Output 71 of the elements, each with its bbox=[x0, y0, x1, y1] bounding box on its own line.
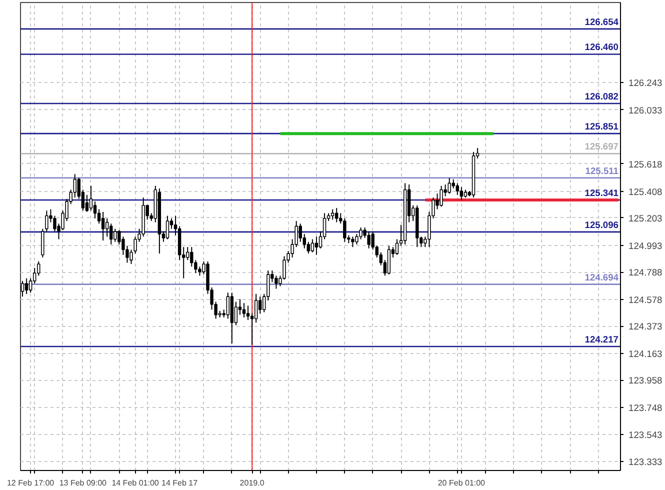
y-tick-label: 123.958 bbox=[628, 376, 662, 386]
candlestick bbox=[24, 278, 28, 294]
candlestick bbox=[226, 292, 230, 320]
ref-line-label: 124.694 bbox=[584, 272, 620, 282]
x-tick-label: 14 Feb 17 bbox=[162, 478, 198, 488]
candlestick bbox=[254, 293, 258, 324]
candlestick bbox=[190, 246, 194, 268]
y-tick-label: 124.993 bbox=[628, 240, 662, 251]
candlestick bbox=[130, 249, 133, 264]
candlestick bbox=[114, 228, 117, 242]
x-tick-label: 14 Feb 01:00 bbox=[112, 478, 160, 488]
candlestick bbox=[395, 238, 399, 256]
candlestick bbox=[89, 185, 93, 212]
x-tick-label: 13 Feb 09:00 bbox=[59, 478, 108, 488]
y-tick-label: 124.373 bbox=[628, 322, 662, 332]
y-tick-label: 124.788 bbox=[628, 268, 662, 278]
candlestick bbox=[166, 215, 170, 240]
candlestick bbox=[198, 266, 202, 276]
candlestick bbox=[73, 174, 76, 198]
y-tick-label: 126.033 bbox=[628, 105, 662, 116]
candlestick bbox=[85, 194, 89, 212]
candlestick bbox=[367, 230, 370, 249]
candlestick bbox=[109, 223, 113, 245]
candlestick bbox=[355, 234, 358, 245]
ref-line-label: 126.654 bbox=[584, 16, 620, 27]
candlestick bbox=[306, 241, 310, 254]
ref-line-label: 125.851 bbox=[584, 122, 618, 132]
candlestick bbox=[282, 256, 286, 280]
candlestick bbox=[310, 238, 314, 253]
candlestick bbox=[93, 200, 97, 219]
candlestick bbox=[242, 302, 246, 318]
y-tick-label: 124.578 bbox=[628, 294, 662, 305]
x-tick-label: 12 Feb 17:00 bbox=[6, 478, 55, 488]
candlestick bbox=[314, 236, 318, 256]
candlestick bbox=[246, 305, 250, 321]
candlestick bbox=[45, 210, 48, 232]
ref-line-label: 125.511 bbox=[585, 166, 618, 176]
y-tick-label: 125.618 bbox=[628, 159, 662, 170]
y-tick-label: 124.163 bbox=[628, 349, 662, 359]
y-tick-label: 123.543 bbox=[628, 430, 662, 440]
y-tick-label: 125.408 bbox=[628, 186, 662, 197]
candlestick bbox=[41, 228, 44, 258]
candlestick bbox=[460, 186, 464, 201]
y-tick-label: 123.748 bbox=[628, 403, 662, 414]
candlestick bbox=[186, 246, 190, 261]
candlestick bbox=[134, 236, 137, 254]
ref-line-label: 125.697 bbox=[584, 142, 618, 152]
y-tick-label: 125.203 bbox=[628, 214, 662, 224]
y-tick-label: 126.243 bbox=[628, 78, 662, 88]
x-tick-label: 2019.0 bbox=[240, 478, 265, 488]
candlestick bbox=[387, 245, 391, 275]
ref-line-label: 124.217 bbox=[584, 334, 618, 344]
candlestick bbox=[274, 275, 278, 290]
candlestick bbox=[101, 211, 105, 242]
candlestick bbox=[351, 236, 354, 248]
candlestick bbox=[448, 178, 451, 194]
candlestick bbox=[456, 182, 460, 196]
ref-line-label: 126.460 bbox=[584, 42, 618, 52]
ref-line-label: 125.341 bbox=[584, 188, 618, 198]
ref-line-label: 125.096 bbox=[584, 220, 618, 230]
candlestick bbox=[335, 207, 338, 223]
candlestick bbox=[53, 215, 56, 232]
candlestick bbox=[359, 227, 362, 240]
candlestick bbox=[298, 223, 302, 242]
candlestick bbox=[343, 218, 346, 242]
y-tick-label: 123.333 bbox=[628, 457, 662, 468]
x-tick-label: 20 Feb 01:00 bbox=[438, 478, 486, 488]
candlestick bbox=[105, 218, 109, 238]
ref-line-label: 126.082 bbox=[584, 91, 618, 102]
candlestick bbox=[440, 185, 443, 208]
candlestick bbox=[20, 280, 24, 298]
